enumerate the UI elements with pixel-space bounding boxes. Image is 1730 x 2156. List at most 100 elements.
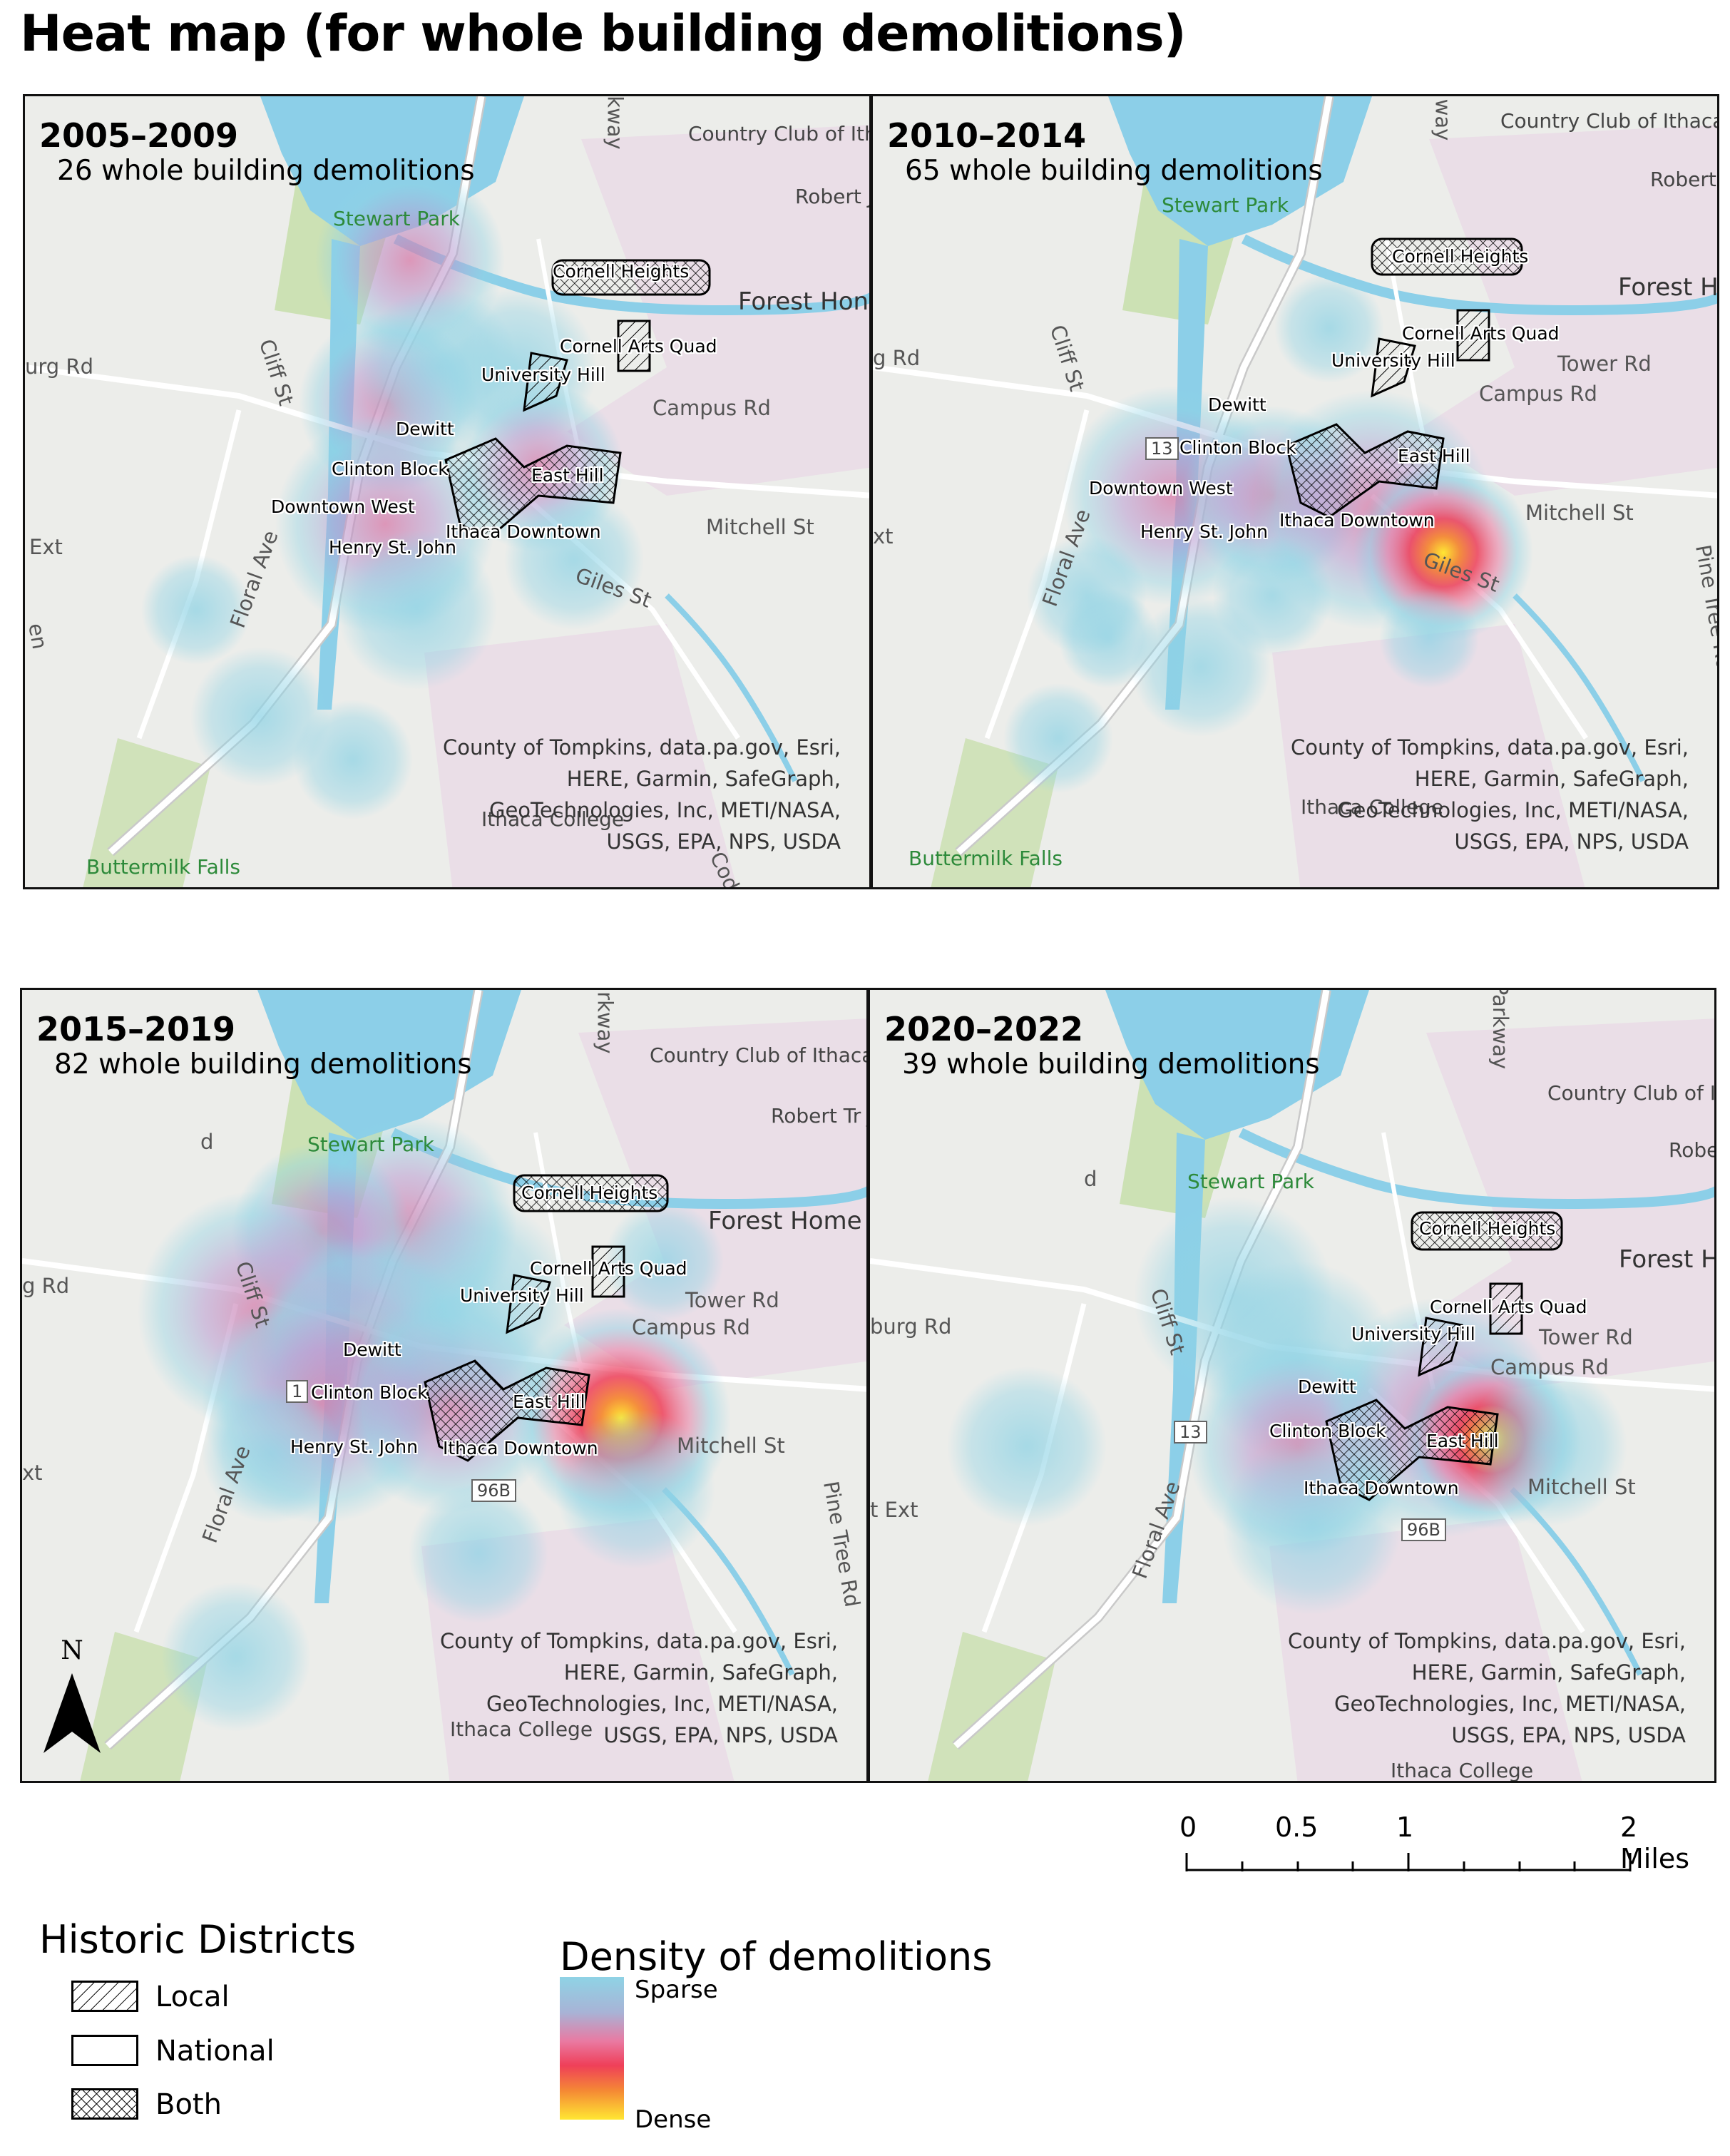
- road-campus: Campus Rd: [632, 1315, 750, 1339]
- demolition-density-blob: [947, 1366, 1107, 1526]
- district-label-dewitt: Dewitt: [1298, 1376, 1356, 1397]
- credits-line: County of Tompkins, data.pa.gov, Esri,: [443, 735, 841, 760]
- district-label-dewitt: Dewitt: [343, 1339, 401, 1360]
- basemap: [22, 990, 866, 1781]
- panel-demolition-count: 39 whole building demolitions: [902, 1048, 1320, 1080]
- district-label-cornell_heights: Cornell Heights: [1419, 1218, 1556, 1239]
- demolition-density-blob: [354, 1194, 574, 1414]
- district-label-univ_hill: University Hill: [1331, 350, 1455, 371]
- district-label-cornell_heights: Cornell Heights: [521, 1182, 658, 1203]
- district-label-henry: Henry St. John: [1140, 521, 1268, 542]
- credits-line: HERE, Garmin, SafeGraph,: [566, 767, 841, 791]
- credits-line: County of Tompkins, data.pa.gov, Esri,: [1291, 735, 1689, 760]
- map-credits: County of Tompkins, data.pa.gov, Esri, HE…: [443, 732, 841, 857]
- downtown-districts: [1285, 423, 1445, 518]
- road-burg: burg Rd: [870, 1314, 952, 1339]
- district-label-clinton: Clinton Block: [311, 1382, 428, 1403]
- creek: [1241, 234, 1717, 316]
- district-label-henry: Henry St. John: [329, 537, 456, 558]
- route-shield: 1: [286, 1380, 309, 1403]
- creek: [1513, 593, 1646, 782]
- demolition-density-blob: [1058, 588, 1158, 688]
- district-label-arts_quad: Cornell Arts Quad: [1402, 323, 1560, 344]
- demolition-density-blob: [1274, 273, 1384, 383]
- demolition-density-blob: [1212, 536, 1332, 655]
- credits-line: County of Tompkins, data.pa.gov, Esri,: [440, 1629, 838, 1653]
- map-credits: County of Tompkins, data.pa.gov, Esri, HE…: [440, 1625, 838, 1751]
- creek: [665, 593, 798, 782]
- creek: [1238, 1128, 1714, 1210]
- scale-label-0: 0: [1179, 1812, 1197, 1843]
- panel-period: 2010–2014: [887, 116, 1087, 155]
- district-label-univ_hill: University Hill: [1351, 1324, 1475, 1344]
- both-crosshatch-swatch: [71, 2088, 138, 2120]
- place-ithaca_college: Ithaca College: [450, 1717, 593, 1741]
- panel-demolition-count: 26 whole building demolitions: [57, 155, 475, 187]
- district-label-east_hill: East Hill: [531, 465, 604, 486]
- road-d: d: [1084, 1167, 1097, 1191]
- density-sparse-label: Sparse: [635, 1976, 718, 2004]
- arts-quad-district: [1456, 309, 1490, 362]
- district-label-cornell_heights: Cornell Heights: [553, 261, 690, 282]
- place-buttermilk: Buttermilk Falls: [908, 847, 1063, 870]
- campus-area: [424, 624, 737, 887]
- district-label-henry: Henry St. John: [290, 1436, 418, 1457]
- figure-title: Heat map (for whole building demolitions…: [20, 4, 1187, 63]
- density-legend-title: Density of demolitions: [560, 1934, 993, 1979]
- district-label-arts_quad: Cornell Arts Quad: [530, 1258, 687, 1279]
- university-hill-district: [523, 352, 568, 412]
- lake: [1108, 96, 1372, 246]
- road-kway: arkway: [593, 988, 618, 1054]
- district-label-clinton: Clinton Block: [1179, 437, 1296, 458]
- road-kway: e Parkway: [1488, 988, 1513, 1070]
- cornell-heights-district: [513, 1174, 669, 1212]
- map-panel-2020-2022: 2020–2022 39 whole building demolitions Co…: [868, 988, 1716, 1783]
- credits-line: HERE, Garmin, SafeGraph,: [1414, 767, 1689, 791]
- credits-line: GeoTechnologies, Inc, METI/NASA,: [488, 798, 841, 822]
- road-mitchell: Mitchell St: [677, 1434, 785, 1458]
- demolition-density-blob: [1353, 463, 1533, 643]
- district-label-ithaca_downtown: Ithaca Downtown: [446, 521, 601, 542]
- panel-period: 2020–2022: [884, 1010, 1084, 1048]
- arts-quad-district: [591, 1245, 625, 1298]
- place-robert_jones: Rober Jones Cou: [1669, 1138, 1714, 1162]
- map-credits: County of Tompkins, data.pa.gov, Esri, HE…: [1288, 1625, 1686, 1751]
- cornell-heights-district: [1411, 1211, 1563, 1251]
- place-ithaca_college: Ithaca College: [1301, 795, 1444, 819]
- basemap: [873, 96, 1717, 887]
- district-label-east_hill: East Hill: [1398, 446, 1470, 466]
- credits-line: HERE, Garmin, SafeGraph,: [1411, 1660, 1686, 1685]
- place-robert_jones: Robert Tr Jones G Course: [771, 1104, 866, 1128]
- district-label-clinton: Clinton Block: [1269, 1421, 1386, 1441]
- demolition-density-blob: [1379, 588, 1479, 688]
- arts-quad-district: [1489, 1282, 1523, 1335]
- road-tower: Tower Rd: [685, 1288, 779, 1312]
- district-label-east_hill: East Hill: [1426, 1431, 1499, 1451]
- district-label-univ_hill: University Hill: [481, 364, 605, 385]
- demolition-density-blob: [293, 700, 413, 819]
- road-xt: xt: [22, 1461, 43, 1485]
- place-country_club: Country Club of Ithaca: [688, 122, 869, 145]
- place-robert_jones: Robert Tr Jones G Course: [1650, 168, 1717, 191]
- place-forest_home: Forest Home: [1618, 273, 1719, 302]
- demolition-density-blob: [202, 1384, 342, 1523]
- panel-demolition-count: 82 whole building demolitions: [54, 1048, 472, 1080]
- credits-line: GeoTechnologies, Inc, METI/NASA,: [1334, 1692, 1686, 1716]
- scale-bar-ticks: [1185, 1853, 1632, 1871]
- place-ithaca_college: Ithaca College: [1391, 1759, 1534, 1782]
- road-tower: Tower Rd: [1539, 1325, 1633, 1349]
- demolition-density-blob: [556, 1409, 715, 1569]
- district-label-cornell_heights: Cornell Heights: [1392, 246, 1529, 267]
- demolition-density-blob: [1003, 683, 1113, 793]
- road-burg: g Rd: [873, 346, 921, 370]
- university-hill-district: [1371, 337, 1416, 398]
- place-stewart_park: Stewart Park: [1162, 193, 1289, 217]
- cornell-heights-district: [551, 259, 711, 296]
- scale-bar: 0 0.5 1 2 Miles: [1169, 1812, 1711, 1890]
- downtown-districts: [424, 1359, 590, 1462]
- demolition-density-blob: [504, 490, 644, 630]
- demolition-density-blob: [409, 1483, 548, 1623]
- road-burg: urg Rd: [25, 354, 93, 379]
- university-hill-district: [506, 1274, 551, 1334]
- road-campus: Campus Rd: [652, 396, 771, 420]
